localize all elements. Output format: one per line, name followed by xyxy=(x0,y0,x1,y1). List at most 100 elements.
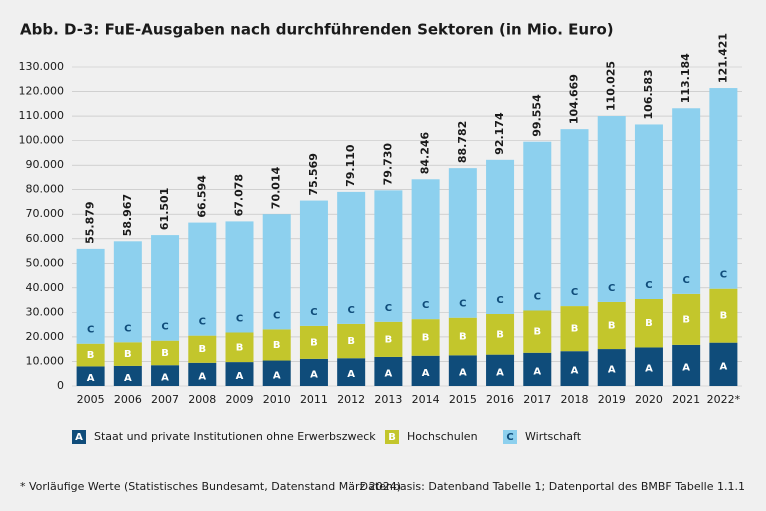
y-tick-label: 100.000 xyxy=(19,134,65,147)
segment-key: B xyxy=(347,336,355,347)
bar-segment xyxy=(597,301,626,350)
bar-segment xyxy=(448,168,477,318)
segment-key: C xyxy=(347,305,354,316)
x-tick-label: 2005 xyxy=(77,393,105,406)
segment-key: A xyxy=(533,366,541,377)
bar-segment xyxy=(151,365,180,386)
bar-segment xyxy=(113,365,142,386)
bar-segment xyxy=(188,362,217,386)
footnote: * Vorläufige Werte (Statistisches Bundes… xyxy=(20,480,401,493)
bar-segment xyxy=(151,235,180,341)
total-label: 75.569 xyxy=(307,153,320,195)
segment-key: A xyxy=(273,370,281,381)
x-tick-label: 2008 xyxy=(188,393,216,406)
segment-key: C xyxy=(124,323,131,334)
bar-segment xyxy=(634,124,663,299)
bar-segment xyxy=(76,343,105,367)
segment-key: C xyxy=(571,287,578,298)
total-label: 113.184 xyxy=(679,53,692,103)
bar-segment xyxy=(709,288,738,343)
legend-label: Wirtschaft xyxy=(525,430,582,443)
bar-segment xyxy=(76,366,105,386)
y-tick-label: 110.000 xyxy=(19,109,65,122)
segment-key: B xyxy=(682,314,690,325)
segment-key: C xyxy=(273,310,280,321)
legend-swatch xyxy=(72,430,86,444)
bar-segment xyxy=(560,351,589,386)
y-tick-label: 10.000 xyxy=(26,354,65,367)
segment-key: B xyxy=(124,349,132,360)
segment-key: A xyxy=(720,361,728,372)
x-tick-label: 2011 xyxy=(300,393,328,406)
x-tick-label: 2007 xyxy=(151,393,179,406)
total-label: 55.879 xyxy=(84,201,97,243)
segment-key: C xyxy=(161,322,168,333)
total-label: 121.421 xyxy=(716,33,729,83)
x-tick-label: 2019 xyxy=(598,393,626,406)
segment-key: C xyxy=(385,303,392,314)
legend-swatch xyxy=(503,430,517,444)
segment-key: C xyxy=(496,295,503,306)
legend-key: C xyxy=(506,432,513,443)
segment-key: C xyxy=(199,317,206,328)
segment-key: C xyxy=(459,299,466,310)
segment-key: A xyxy=(87,373,95,384)
source: Datenbasis: Datenband Tabelle 1; Datenpo… xyxy=(360,480,745,493)
bar-segment xyxy=(709,88,738,289)
bar-segment xyxy=(523,352,552,386)
total-label: 66.594 xyxy=(195,175,208,218)
bar-segment xyxy=(560,306,589,352)
total-label: 67.078 xyxy=(233,174,246,216)
bar-segment xyxy=(560,129,589,307)
segment-key: A xyxy=(310,369,318,380)
segment-key: C xyxy=(534,292,541,303)
segment-key: C xyxy=(236,313,243,324)
segment-key: A xyxy=(459,368,467,379)
bar-segment xyxy=(523,310,552,353)
total-label: 106.583 xyxy=(642,69,655,119)
segment-key: C xyxy=(608,283,615,294)
bar-segment xyxy=(188,335,217,363)
bar-segment xyxy=(299,200,328,326)
x-tick-label: 2010 xyxy=(263,393,291,406)
segment-key: A xyxy=(236,371,244,382)
total-label: 110.025 xyxy=(605,61,618,111)
legend-swatch xyxy=(385,430,399,444)
y-tick-label: 0 xyxy=(57,379,64,392)
bar-segment xyxy=(523,141,552,311)
segment-key: B xyxy=(720,311,728,322)
segment-key: B xyxy=(273,340,281,351)
bar-segment xyxy=(76,248,105,344)
total-label: 79.110 xyxy=(344,144,357,187)
segment-key: C xyxy=(720,270,727,281)
bar-segment xyxy=(374,190,403,322)
segment-key: B xyxy=(645,318,653,329)
segment-key: A xyxy=(496,367,504,378)
bar-segment xyxy=(151,340,180,366)
bar-segment xyxy=(337,358,366,386)
x-tick-label: 2018 xyxy=(561,393,589,406)
x-tick-label: 2020 xyxy=(635,393,663,406)
segment-key: B xyxy=(571,324,579,335)
bar-segment xyxy=(411,179,440,320)
x-tick-label: 2009 xyxy=(226,393,254,406)
bar-segment xyxy=(188,222,217,336)
y-tick-label: 60.000 xyxy=(26,232,65,245)
segment-key: B xyxy=(198,344,206,355)
bar-segment xyxy=(411,355,440,386)
y-tick-label: 50.000 xyxy=(26,256,65,269)
y-tick-label: 30.000 xyxy=(26,305,65,318)
segment-key: C xyxy=(422,300,429,311)
bar-segment xyxy=(486,313,515,355)
total-label: 79.730 xyxy=(381,143,394,186)
bar-segment xyxy=(299,358,328,386)
bar-segment xyxy=(411,319,440,356)
segment-key: B xyxy=(385,334,393,345)
segment-key: C xyxy=(645,280,652,291)
bar-segment xyxy=(299,325,328,359)
segment-key: A xyxy=(645,364,653,375)
bar-segment xyxy=(709,342,738,386)
bar-segment xyxy=(225,332,254,363)
segment-key: B xyxy=(459,332,467,343)
